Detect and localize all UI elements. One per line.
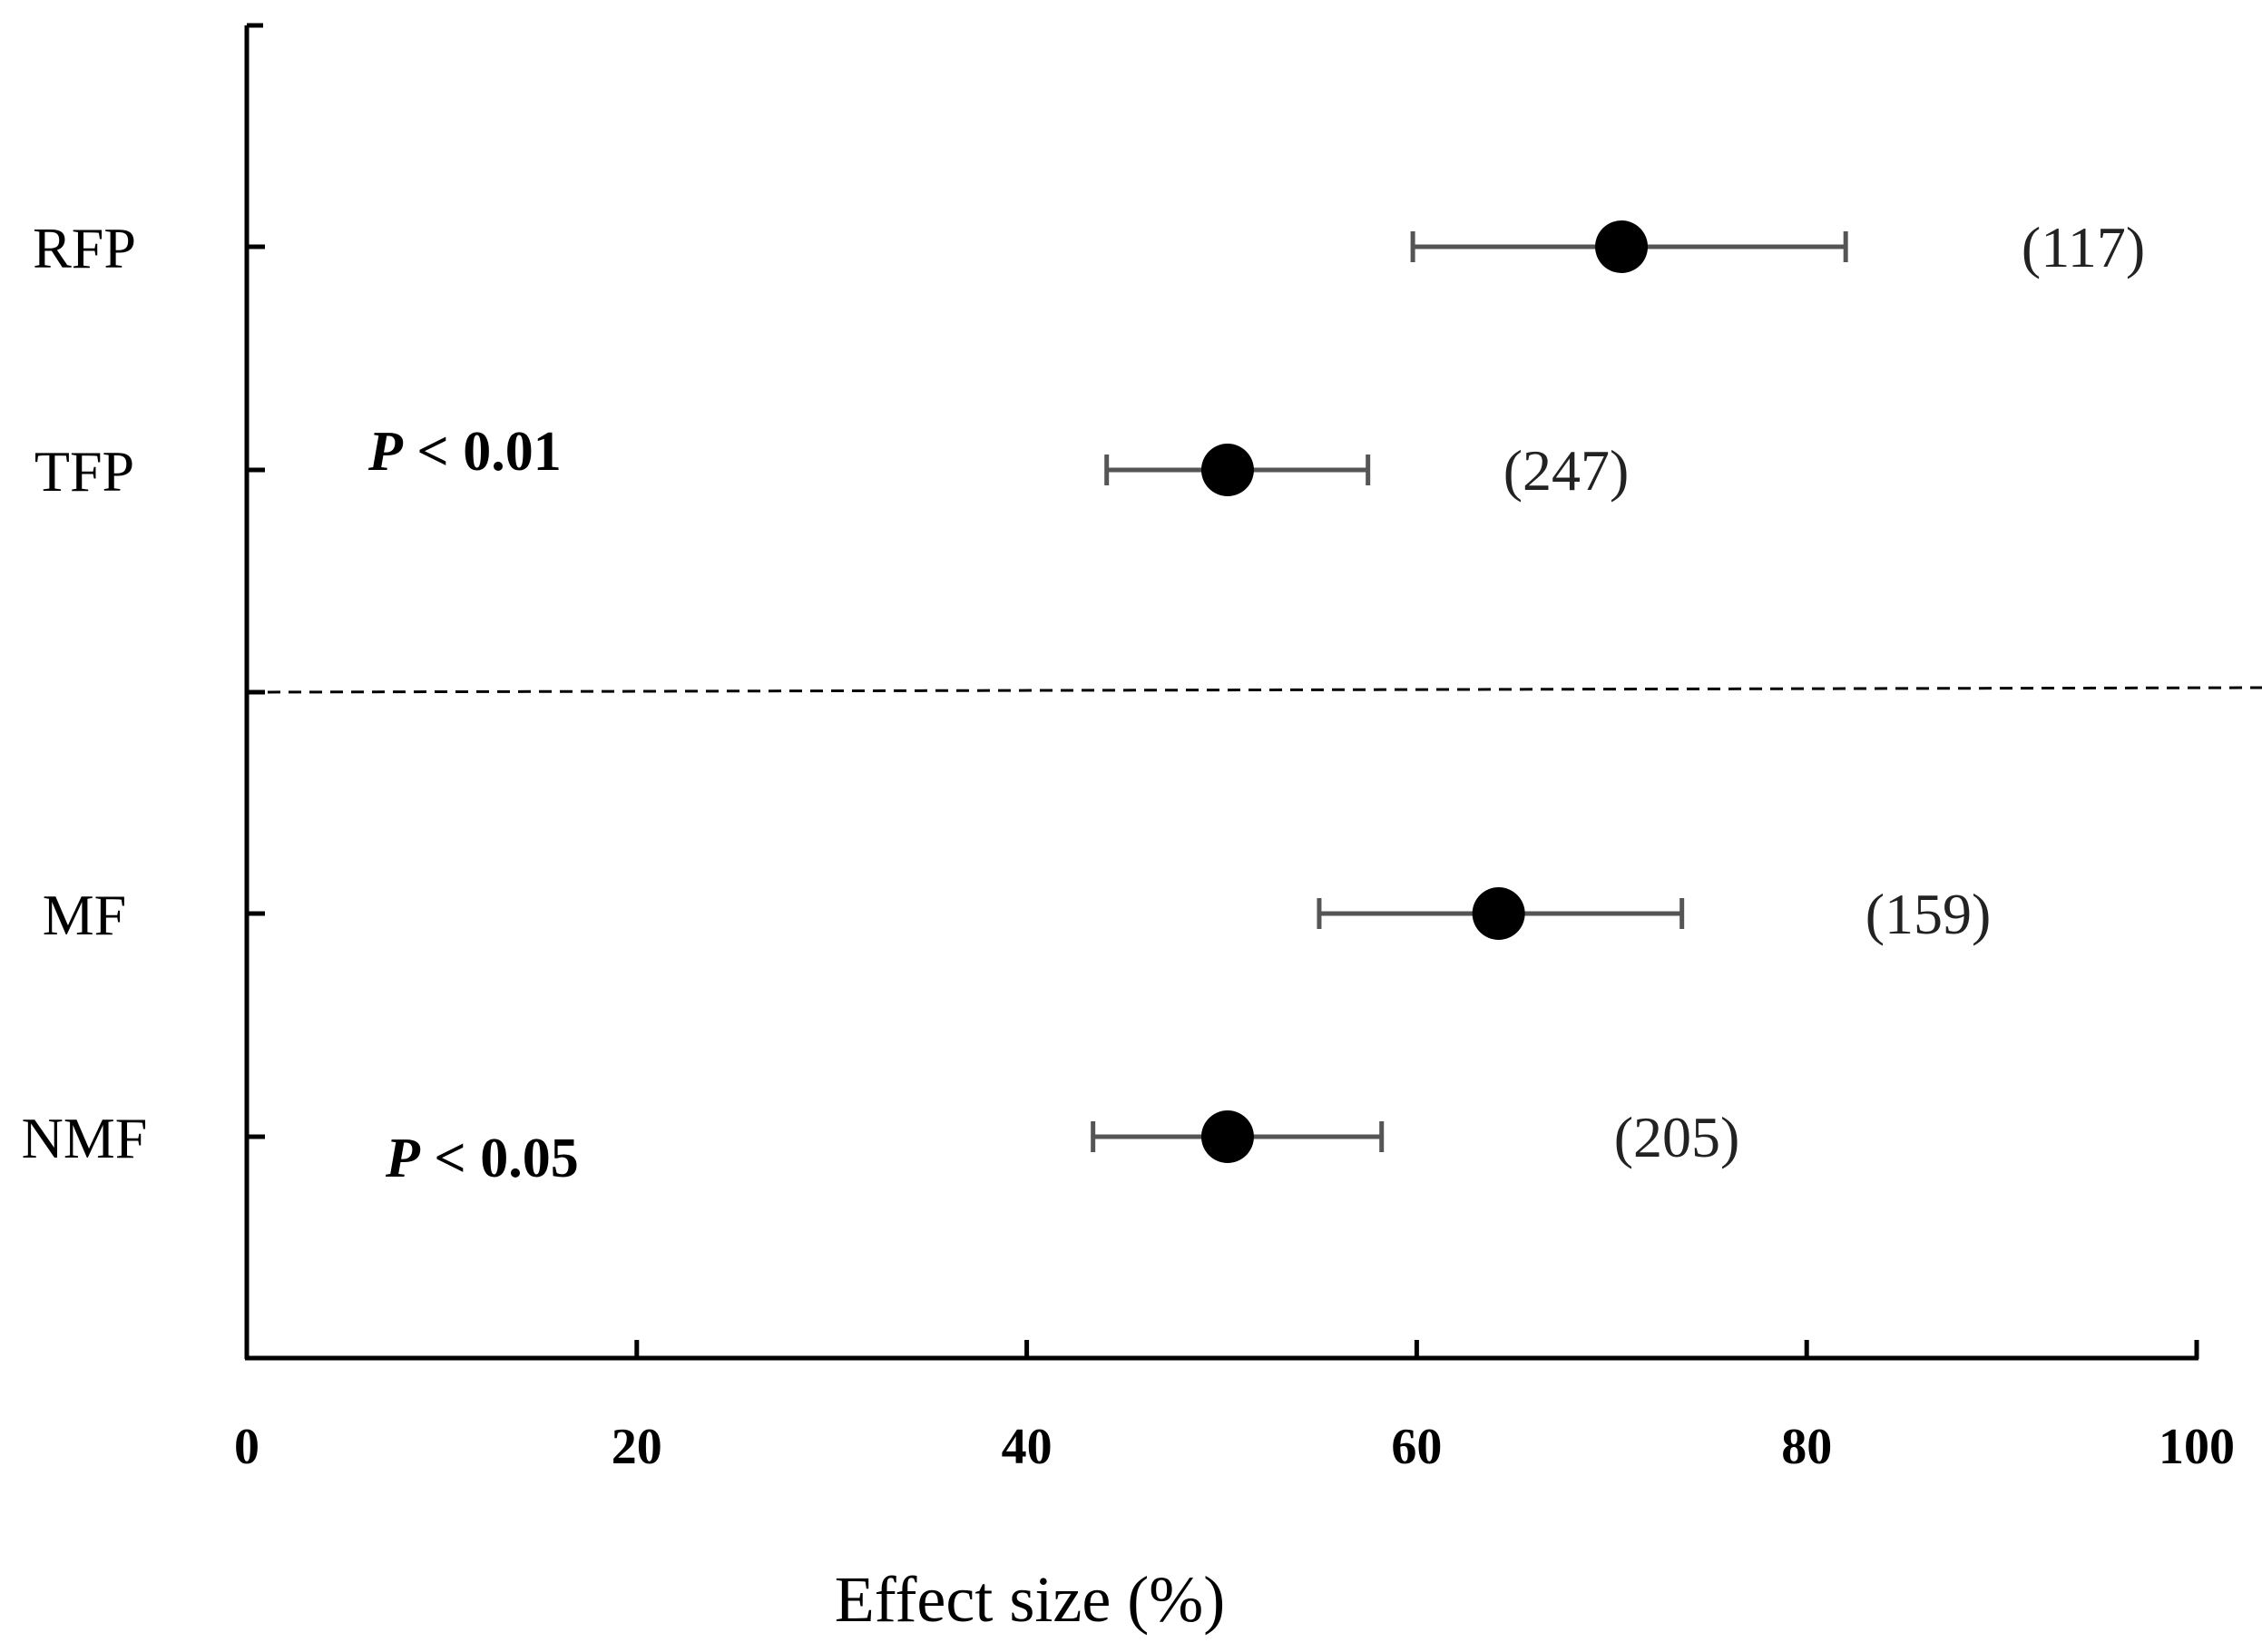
p-value-letter: P	[385, 1128, 421, 1189]
x-tick-label: 100	[2159, 1419, 2235, 1475]
data-point	[1200, 444, 1254, 496]
p-value-annotation: P < 0.01	[367, 421, 562, 483]
p-value-threshold: < 0.05	[420, 1128, 579, 1189]
x-tick-label: 60	[1391, 1419, 1442, 1475]
category-label: MF	[43, 883, 127, 947]
x-tick-label: 20	[612, 1419, 662, 1475]
category-label: RFP	[33, 216, 136, 280]
p-value-letter: P	[367, 421, 404, 483]
category-label: TFP	[34, 439, 134, 503]
x-tick-label: 0	[234, 1419, 259, 1475]
x-tick-label: 40	[1002, 1419, 1053, 1475]
data-point	[1595, 220, 1649, 273]
sample-size-label: (117)	[2022, 215, 2145, 279]
p-value-annotation: P < 0.05	[385, 1128, 579, 1189]
p-value-threshold: < 0.01	[403, 421, 562, 483]
category-label: NMF	[22, 1106, 148, 1170]
sample-size-label: (247)	[1503, 438, 1630, 503]
x-axis-title: Effect size (%)	[835, 1563, 1225, 1636]
data-point	[1200, 1110, 1254, 1163]
data-point	[1472, 887, 1525, 940]
sample-size-label: (159)	[1865, 882, 1992, 946]
x-tick-label: 80	[1781, 1419, 1832, 1475]
sample-size-label: (205)	[1614, 1105, 1740, 1169]
group-divider-line	[246, 686, 2262, 694]
